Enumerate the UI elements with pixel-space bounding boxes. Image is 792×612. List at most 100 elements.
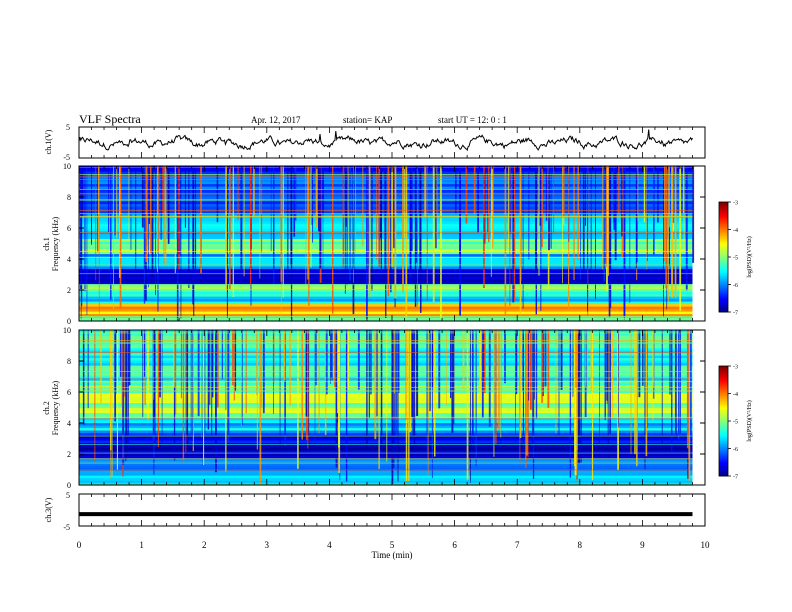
colorbar-cell (719, 428, 728, 431)
spectrogram-band (79, 450, 693, 454)
colorbar-cell (719, 249, 728, 252)
colorbar-cell (719, 253, 728, 256)
spectrogram-streak (636, 166, 638, 263)
spectrogram-streak (293, 166, 296, 237)
spectrogram-streak (411, 166, 413, 252)
spectrogram-streak (192, 166, 194, 305)
spectrogram-streak (284, 330, 286, 446)
spectrogram-streak (692, 166, 695, 263)
y-tick-label: 2 (67, 450, 71, 459)
colorbar-cell (719, 367, 728, 371)
spectrogram-streak (376, 330, 378, 417)
spectrogram-band (79, 477, 693, 481)
spectrogram-streak (409, 166, 412, 273)
spectrogram-streak (550, 166, 552, 249)
spectrogram-streak (287, 166, 289, 280)
colorbar-cell (719, 468, 728, 471)
spectrogram-line (79, 231, 693, 233)
time-tick-label: 9 (640, 540, 645, 550)
spectrogram-streak (312, 166, 313, 243)
colorbar-cell (719, 209, 728, 212)
spectrogram-streak (527, 330, 529, 457)
spectrogram-streak (488, 166, 490, 243)
spectrogram-streak (470, 330, 471, 483)
spectrogram-streak (119, 166, 122, 308)
colorbar-tick-label: -4 (733, 228, 738, 234)
spectrogram-streak (465, 166, 468, 224)
spectrogram-streak (528, 330, 530, 401)
spectrogram-streak (325, 330, 328, 395)
spectrogram-line (79, 341, 693, 343)
spectrogram-streak (380, 330, 383, 450)
spectrogram-band (79, 387, 693, 391)
ch3-ytick-top: 5 (66, 491, 70, 500)
colorbar-cell (719, 229, 728, 232)
spectrogram-streak (607, 166, 609, 276)
y-tick-label: 6 (67, 388, 71, 397)
spectrogram-streak (301, 330, 303, 440)
spectrogram-band (79, 318, 693, 322)
spectrogram-line (79, 251, 693, 252)
colorbar-cell (719, 291, 728, 295)
spectrogram-streak (229, 166, 231, 290)
spectrogram-streak (227, 330, 230, 441)
spectrogram-streak (663, 166, 664, 317)
spectrogram-band (79, 447, 693, 451)
spectrogram-streak (307, 330, 309, 449)
colorbar-cell (719, 411, 728, 415)
spectrogram-streak (405, 166, 408, 318)
spectrogram-streak (305, 330, 308, 417)
spectrogram-streak (610, 166, 612, 308)
spectrogram-line (79, 390, 693, 392)
spectrogram-streak (347, 330, 350, 390)
spectrogram-streak (686, 330, 689, 449)
spectrogram-streak (542, 330, 544, 397)
spectrogram-streak (629, 166, 631, 303)
spectrogram-streak (159, 330, 161, 398)
spectrogram-band (79, 360, 693, 364)
spectrogram-band (79, 390, 693, 394)
colorbar-label: log(PSD)(V²/Hz) (746, 236, 753, 277)
spectrogram-band (79, 467, 693, 471)
figure-title: VLF Spectra (79, 112, 141, 126)
spectrogram-streak (233, 330, 235, 401)
spectrogram-streak (116, 166, 118, 239)
spectrogram-band (79, 385, 693, 389)
spectrogram-streak (488, 330, 491, 427)
colorbar-cell (719, 242, 728, 245)
spectrogram-streak (184, 166, 186, 228)
spectrogram-streak (97, 166, 99, 253)
spectrogram-streak (504, 166, 507, 316)
spectrogram-line (79, 418, 693, 420)
ch2-colorbar: -3 -4 -5 -6 -7 log(PSD)(V²/Hz) (718, 365, 753, 481)
colorbar-cell (719, 433, 728, 437)
spectrogram-streak (525, 330, 527, 468)
spectrogram-line (79, 331, 693, 332)
colorbar-cell (719, 380, 728, 383)
spectrogram-streak (362, 166, 364, 246)
spectrogram-streak (438, 330, 441, 409)
spectrogram-band (79, 332, 693, 336)
spectrogram-band (79, 335, 693, 339)
spectrogram-streak (607, 330, 610, 391)
colorbar-cell (719, 308, 728, 311)
spectrogram-streak (487, 166, 488, 232)
spectrogram-streak (126, 330, 128, 453)
colorbar-cell (719, 422, 728, 426)
spectrogram-streak (404, 166, 405, 239)
spectrogram-streak (618, 330, 619, 428)
time-tick-label: 3 (265, 540, 270, 550)
ch3-waveform-panel: 5 -5 ch.3(V) (44, 491, 706, 532)
spectrogram-streak (582, 166, 585, 277)
date-label: Apr. 12, 2017 (251, 115, 301, 125)
spectrogram-streak (419, 166, 421, 273)
y-tick-label: 8 (67, 193, 71, 202)
ch2-spectrogram-ylabel-channel: ch.2 (42, 401, 51, 415)
spectrogram-streak (160, 166, 162, 240)
colorbar-cell (719, 264, 728, 267)
spectrogram-streak (263, 330, 265, 407)
spectrogram-streak (429, 330, 431, 412)
spectrogram-streak (192, 330, 194, 451)
spectrogram-streak (414, 166, 417, 307)
spectrogram-streak (514, 166, 516, 302)
